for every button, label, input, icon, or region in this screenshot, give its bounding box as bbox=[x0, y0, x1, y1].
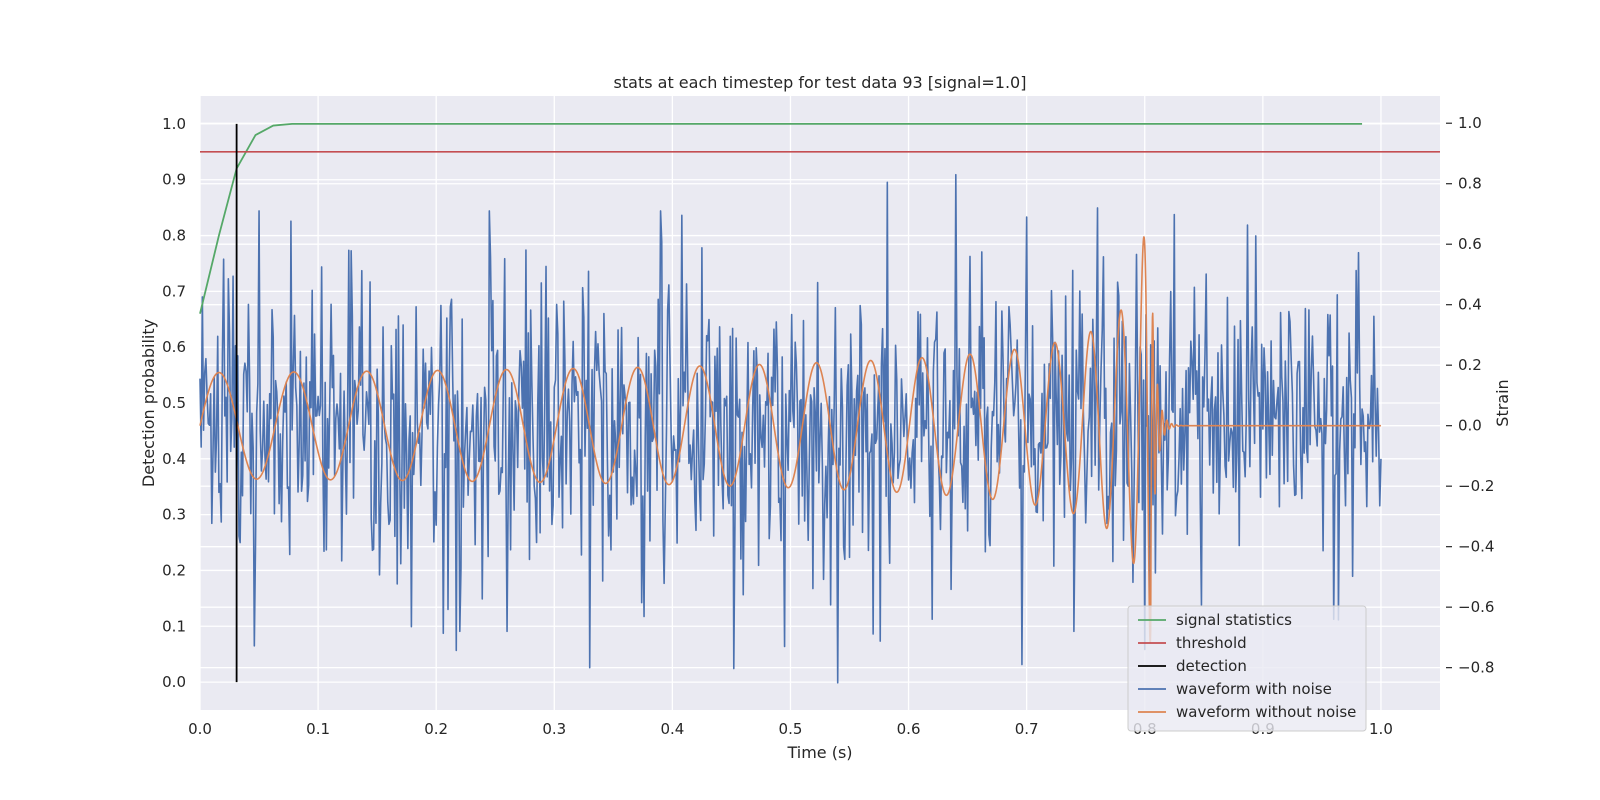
legend-label: signal statistics bbox=[1176, 611, 1292, 629]
y-tick-label: 0.0 bbox=[162, 673, 186, 691]
x-tick-label: 0.0 bbox=[188, 720, 212, 738]
x-tick-label: 1.0 bbox=[1369, 720, 1393, 738]
y2-tick-label: 1.0 bbox=[1458, 114, 1482, 132]
y2-tick-label: −0.4 bbox=[1458, 538, 1494, 556]
waveform-without-noise-line bbox=[199, 236, 1382, 644]
ticks-layer: 0.0 0.1 0.2 0.3 0.4 0.5 0.6 0.7 0.8 0.9 1.0 0.0 0.1 0… bbox=[162, 114, 1494, 738]
y2-tick-label: 0.2 bbox=[1458, 356, 1482, 374]
waveform-with-noise-line bbox=[199, 173, 1382, 684]
y-tick-label: 0.9 bbox=[162, 171, 186, 189]
legend-label: waveform with noise bbox=[1176, 680, 1332, 698]
y2-tick-label: −0.6 bbox=[1458, 598, 1494, 616]
y-tick-label: 0.5 bbox=[162, 394, 186, 412]
y-tick-label: 1.0 bbox=[162, 115, 186, 133]
y2-tick-label: 0.8 bbox=[1458, 175, 1482, 193]
x-axis-label: Time (s) bbox=[786, 743, 852, 762]
y-tick-label: 0.7 bbox=[162, 282, 186, 300]
y2-tick-label: 0.0 bbox=[1458, 417, 1482, 435]
legend: signal statistics threshold detection wavef… bbox=[1127, 605, 1367, 732]
y2-tick-label: −0.8 bbox=[1458, 659, 1494, 677]
y-tick-label: 0.6 bbox=[162, 338, 186, 356]
y-tick-label: 0.1 bbox=[162, 617, 186, 635]
y-tick-label: 0.4 bbox=[162, 450, 186, 468]
x-tick-label: 0.3 bbox=[542, 720, 566, 738]
legend-label: waveform without noise bbox=[1176, 703, 1356, 721]
x-tick-label: 0.2 bbox=[424, 720, 448, 738]
x-tick-label: 0.7 bbox=[1015, 720, 1039, 738]
y-tick-label: 0.2 bbox=[162, 561, 186, 579]
y-tick-label: 0.8 bbox=[162, 227, 186, 245]
y-axis-label: Detection probability bbox=[139, 319, 158, 487]
x-tick-label: 0.5 bbox=[779, 720, 803, 738]
y2-axis-label: Strain bbox=[1493, 379, 1512, 426]
x-tick-label: 0.1 bbox=[306, 720, 330, 738]
y-tick-label: 0.3 bbox=[162, 506, 186, 524]
legend-box bbox=[1127, 605, 1367, 732]
series-layer bbox=[199, 123, 1440, 684]
legend-label: detection bbox=[1176, 657, 1247, 675]
y2-tick-label: 0.6 bbox=[1458, 235, 1482, 253]
chart-title: stats at each timestep for test data 93 … bbox=[614, 73, 1027, 92]
x-tick-label: 0.4 bbox=[660, 720, 684, 738]
y2-tick-label: 0.4 bbox=[1458, 296, 1482, 314]
x-tick-label: 0.6 bbox=[897, 720, 921, 738]
legend-label: threshold bbox=[1176, 634, 1247, 652]
y2-tick-label: −0.2 bbox=[1458, 477, 1494, 495]
